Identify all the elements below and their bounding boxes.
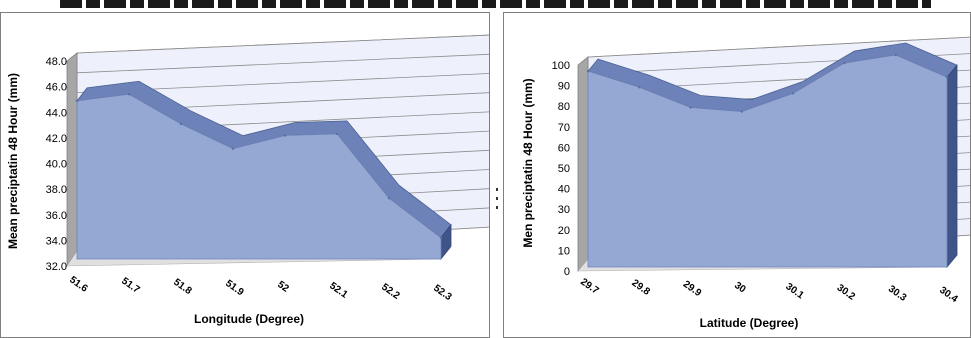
lat-x-tick-label: 30.3 (886, 284, 909, 304)
lat-gridline (587, 36, 970, 58)
lat-x-tick-label: 30 (732, 280, 748, 296)
lon-y-tick-label: 38.0 (46, 184, 67, 196)
lon-y-tick-label: 42.0 (46, 133, 67, 145)
lat-x-tick-label: 29.7 (578, 276, 601, 296)
lon-x-tick-label: 52 (275, 279, 291, 295)
lat-x-tick-label: 30.2 (835, 282, 858, 302)
lat-y-tick-label: 40 (558, 184, 570, 196)
lon-y-tick-label: 34.0 (46, 235, 67, 247)
lon-side-wall (66, 52, 78, 268)
lon-x-tick-label: 51.8 (171, 277, 194, 297)
lat-y-tick-label: 70 (558, 122, 570, 134)
lon-data-point-4 (283, 134, 287, 137)
lon-x-axis-title: Longitude (Degree) (194, 312, 304, 326)
chart-latitude: 0 10 20 30 40 50 60 70 80 90 100 29.7 29.8 29.9 30 30.1… (521, 36, 970, 330)
lat-x-tick-label: 29.9 (681, 279, 704, 299)
cropped-heading-band (0, 0, 971, 14)
lon-y-tick-label: 32.0 (46, 261, 67, 273)
lat-x-tick-label: 29.8 (630, 278, 653, 298)
lon-x-tick-label: 52.1 (327, 280, 350, 300)
lon-x-tick-label: 52.2 (379, 282, 402, 302)
lat-x-tick-label: 30.4 (937, 285, 960, 305)
lat-x-axis-title: Latitude (Degree) (700, 316, 799, 330)
lat-data-point-2 (689, 106, 692, 109)
lat-x-tick-label: 30.1 (783, 281, 806, 301)
chart-panel-latitude: 0 10 20 30 40 50 60 70 80 90 100 29.7 29.8 29.9 30 30.1… (503, 12, 971, 338)
lat-y-tick-label: 50 (558, 163, 570, 175)
lon-data-point-2 (179, 122, 183, 126)
lon-data-point-1 (127, 93, 131, 96)
chart-panel-longitude: 32.0 34.0 36.0 38.0 40.0 42.0 44.0 46.0 48.0 51.6… (0, 12, 490, 338)
lat-y-tick-label: 10 (558, 245, 570, 257)
lat-y-tick-label: 60 (558, 142, 570, 154)
lon-data-point-5 (335, 132, 339, 136)
lon-y-axis-title: Mean preciptatin 48 Hour (mm) (6, 73, 20, 249)
lon-gridline (76, 53, 489, 74)
lat-area-end-face (946, 64, 958, 269)
lat-y-tick-label: 0 (564, 266, 570, 278)
lat-y-tick-label: 30 (558, 204, 570, 216)
lon-x-tick-label: 51.9 (223, 278, 246, 298)
lon-y-tick-label: 36.0 (46, 210, 67, 222)
lon-data-point-3 (231, 147, 235, 150)
lat-data-point-3 (740, 110, 744, 113)
lat-y-tick-label: 20 (558, 225, 570, 237)
lat-data-point-0 (586, 69, 590, 73)
lon-x-tick-label: 52.3 (431, 283, 454, 303)
lon-gridline (76, 34, 489, 54)
lat-data-point-1 (638, 86, 641, 89)
lat-data-point-5 (843, 61, 846, 65)
lon-x-tick-label: 51.7 (119, 276, 142, 296)
lon-y-tick-label: 46.0 (46, 82, 67, 94)
chart-longitude: 32.0 34.0 36.0 38.0 40.0 42.0 44.0 46.0 48.0 51.6… (6, 34, 489, 326)
lon-data-point-0 (75, 99, 79, 103)
lon-data-point-6 (387, 197, 391, 200)
lon-y-tick-label: 44.0 (46, 107, 67, 119)
lon-x-tick-label: 51.6 (67, 274, 90, 294)
lat-y-tick-label: 90 (558, 81, 570, 93)
lat-data-point-6 (894, 53, 897, 57)
lat-y-tick-label: 80 (558, 101, 570, 113)
divider-mark (496, 188, 498, 210)
lat-y-tick-label: 100 (552, 60, 570, 72)
lon-y-tick-label: 48.0 (46, 56, 67, 68)
lat-y-axis-title: Men preciptatin 48 Hour (mm) (521, 78, 535, 247)
lat-data-point-4 (791, 92, 795, 95)
lat-data-point-7 (945, 76, 949, 79)
lat-side-wall (577, 56, 589, 273)
lon-y-tick-label: 40.0 (46, 159, 67, 171)
lon-data-point-7 (439, 236, 443, 239)
